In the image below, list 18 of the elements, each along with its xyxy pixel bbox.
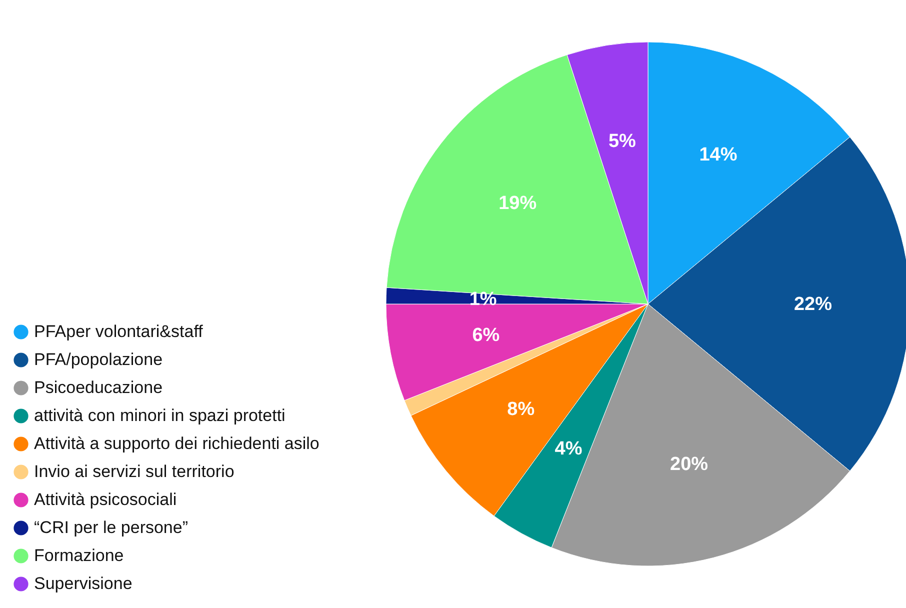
legend-label: PFA/popolazione	[34, 350, 163, 369]
data-label: 14%	[699, 144, 738, 166]
legend-label: attività con minori in spazi protetti	[34, 406, 286, 425]
data-label: 8%	[507, 399, 535, 420]
legend-label: Psicoeducazione	[34, 378, 163, 397]
legend-label: PFAper volontari&staff	[34, 322, 204, 341]
legend-label: “CRI per le persone”	[34, 518, 188, 537]
data-label: 19%	[498, 192, 537, 214]
data-label: 6%	[472, 324, 500, 346]
legend-label: Formazione	[34, 546, 124, 565]
legend-label: Supervisione	[34, 574, 132, 593]
legend-label: Attività psicosociali	[34, 490, 177, 509]
data-label: 22%	[794, 294, 832, 315]
data-label: 5%	[608, 131, 636, 152]
legend-label: Invio ai servizi sul territorio	[34, 462, 234, 481]
legend-label: Attività a supporto dei richiedenti asilo	[34, 434, 320, 453]
data-label: 4%	[554, 438, 582, 460]
data-label: 20%	[670, 454, 708, 475]
